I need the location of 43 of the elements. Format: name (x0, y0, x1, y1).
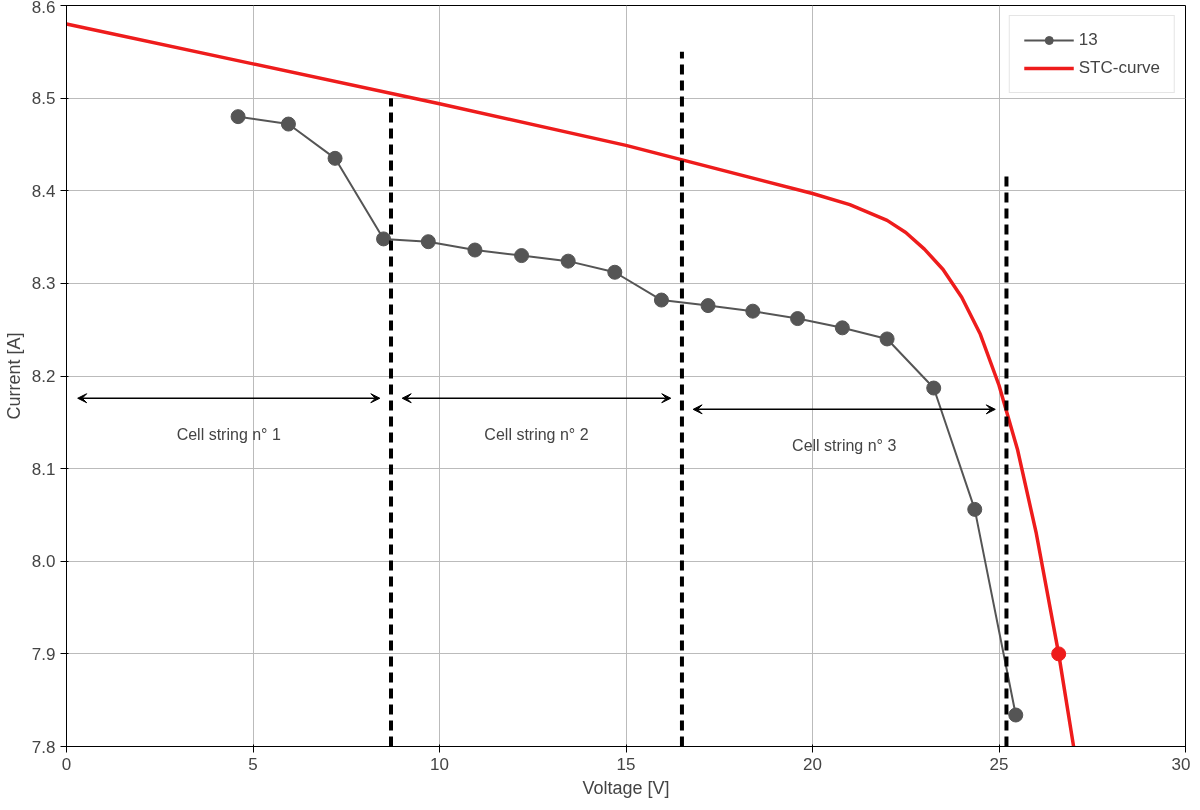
y-tick-label: 7.9 (31, 644, 56, 664)
y-tick-label: 8.0 (31, 552, 56, 572)
x-tick-label: 0 (61, 754, 72, 774)
y-tick-label: 8.3 (31, 274, 56, 294)
point (790, 311, 806, 327)
point (514, 248, 530, 264)
x-tick-label: 20 (803, 754, 822, 774)
point (467, 242, 483, 258)
line-series (66, 22, 1076, 747)
point (230, 109, 246, 125)
x-axis-title: Voltage [V] (582, 777, 670, 798)
y-axis-title: Current [A] (3, 332, 24, 420)
y-tick-label: 8.6 (31, 0, 56, 17)
x-tick-label: 5 (248, 754, 258, 774)
y-tick-label: 7.8 (31, 737, 56, 757)
point (879, 331, 895, 347)
point (700, 298, 716, 314)
point (420, 234, 436, 250)
y-tick-label: 8.5 (31, 89, 56, 109)
annotation: Cell string n° 1 (176, 425, 281, 443)
point (653, 292, 669, 308)
point (1008, 707, 1024, 723)
y-tick-label: 8.4 (31, 181, 56, 201)
point (376, 231, 392, 247)
point (967, 501, 983, 517)
point (745, 303, 761, 319)
x-tick-label: 15 (616, 754, 636, 774)
point (834, 320, 850, 336)
point (560, 253, 576, 269)
annotation: Cell string n° 3 (792, 436, 897, 454)
x-tick-label: 30 (1171, 754, 1191, 774)
x-tick-label: 25 (989, 754, 1009, 774)
point (280, 116, 296, 132)
y-tick-label: 8.1 (31, 459, 56, 479)
y-tick-label: 8.2 (31, 367, 56, 386)
legend-label: 13 (1078, 30, 1099, 50)
point (926, 380, 942, 396)
x-tick-label: 10 (430, 754, 449, 774)
legend-label: STC-curve (1078, 58, 1160, 78)
annotation: Cell string n° 2 (484, 425, 589, 443)
point (1051, 646, 1067, 662)
point (327, 150, 343, 166)
point (607, 264, 623, 280)
